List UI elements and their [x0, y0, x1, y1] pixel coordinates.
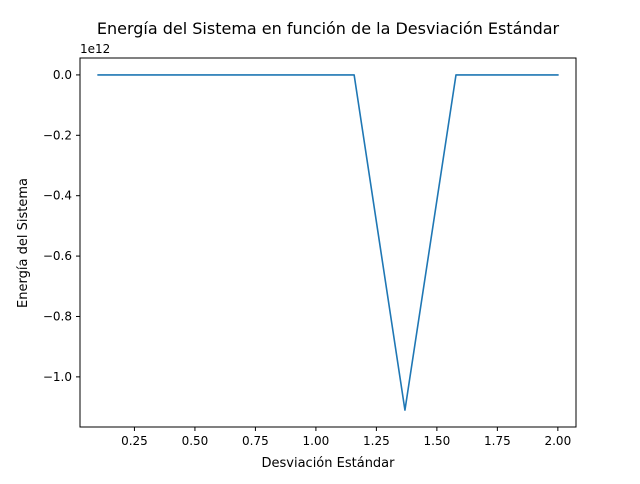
x-tick-label: 0.50: [182, 434, 209, 448]
y-tick-label: −1.0: [43, 370, 72, 384]
y-tick-label: −0.2: [43, 128, 72, 142]
chart-title: Energía del Sistema en función de la Des…: [97, 19, 560, 38]
y-axis-offset-label: 1e12: [80, 42, 110, 56]
series-line: [97, 74, 559, 411]
series-layer: [97, 74, 559, 411]
y-axis-label: Energía del Sistema: [16, 178, 31, 308]
y-tick-label: −0.6: [43, 249, 72, 263]
axes-frame: [79, 57, 577, 428]
x-tick-label: 2.00: [544, 434, 571, 448]
x-tick-label: 0.75: [242, 434, 269, 448]
y-tick-label: −0.8: [43, 309, 72, 323]
y-tick-label: 0.0: [53, 68, 72, 82]
x-tick-label: 1.50: [424, 434, 451, 448]
x-tick-label: 1.00: [303, 434, 330, 448]
x-tick-label: 1.25: [363, 434, 390, 448]
x-axis-ticks: 0.25 0.50 0.75 1.00 1.25 1.50 1.75 2.00: [121, 427, 571, 448]
y-axis-ticks: 0.0 −0.2 −0.4 −0.6 −0.8 −1.0: [43, 68, 80, 384]
x-tick-label: 1.75: [484, 434, 511, 448]
plot-area: [79, 57, 577, 428]
x-axis-label: Desviación Estándar: [262, 456, 396, 471]
x-tick-label: 0.25: [121, 434, 148, 448]
y-tick-label: −0.4: [43, 189, 72, 203]
